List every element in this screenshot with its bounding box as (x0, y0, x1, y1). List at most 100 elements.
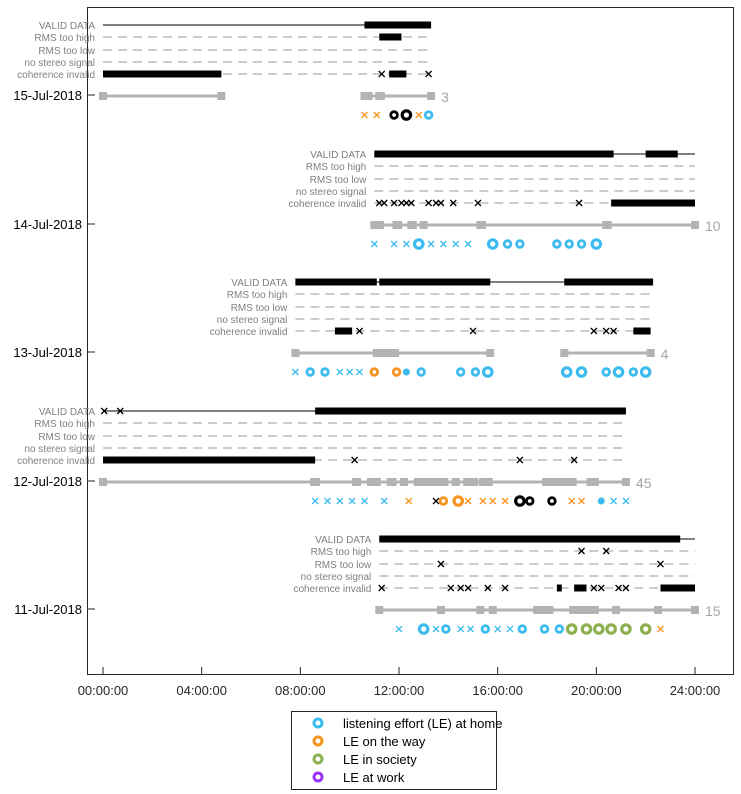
rating-circle-marker (389, 110, 399, 120)
row-label: VALID DATA (39, 21, 95, 32)
session-block (569, 606, 599, 614)
event-x-marker (575, 199, 583, 207)
event-x-marker (425, 70, 433, 78)
session-marker (375, 92, 384, 100)
rating-x-marker (370, 240, 378, 248)
session-marker (380, 349, 389, 357)
rating-x-marker (622, 497, 630, 505)
rating-x-marker (346, 368, 354, 376)
rating-x-marker (464, 240, 472, 248)
row-label: no stereo signal (301, 572, 372, 583)
rating-x-marker (578, 497, 585, 505)
rating-x-marker (356, 368, 363, 376)
event-x-marker (375, 199, 383, 207)
session-count: 3 (441, 89, 449, 105)
event-x-marker (380, 199, 388, 207)
event-x-marker (597, 584, 605, 592)
rating-circle-marker (486, 238, 499, 250)
rating-circle-marker (539, 624, 550, 634)
legend-label-on-the-way: LE on the way (343, 734, 426, 749)
rating-circle-marker (576, 239, 587, 249)
x-axis: 00:00:00 04:00:00 08:00:00 12:00:00 16:00:00… (78, 667, 734, 698)
rating-x-marker (439, 240, 447, 248)
event-x-marker (457, 584, 465, 592)
rating-x-marker (390, 240, 398, 248)
session-marker (372, 349, 381, 357)
event-x-marker (407, 199, 415, 207)
session-marker (488, 606, 497, 614)
dense-segment (103, 70, 222, 78)
session-marker (451, 478, 460, 486)
dense-segment (379, 535, 681, 543)
dense-segment (374, 150, 614, 158)
legend-marker-home (312, 717, 324, 729)
event-x-marker (474, 199, 482, 207)
row-label: RMS too low (315, 560, 372, 571)
rating-x-marker (489, 497, 497, 505)
session-marker (372, 478, 381, 486)
rating-x-marker (568, 497, 576, 505)
date-label: 15-Jul-2018 (13, 88, 82, 103)
row-label: RMS too high (227, 290, 288, 301)
event-x-marker (578, 547, 585, 555)
session-marker (478, 478, 487, 486)
rating-circle-marker (564, 239, 574, 249)
rating-x-marker (427, 240, 435, 248)
row-label: coherence invalid (289, 199, 367, 210)
rating-dot-marker (402, 368, 410, 376)
rating-circle-marker (592, 623, 605, 635)
dense-segment (334, 327, 353, 335)
row-label: no stereo signal (24, 444, 95, 455)
rating-x-marker (395, 625, 403, 633)
rating-x-marker (373, 111, 381, 119)
event-x-marker (464, 584, 472, 592)
rating-dot-marker (597, 497, 605, 505)
event-x-marker (100, 407, 108, 415)
session-marker (399, 478, 408, 486)
session-marker (646, 349, 655, 357)
rating-circle-marker (517, 624, 528, 634)
rating-x-marker (415, 111, 423, 119)
event-x-marker (378, 584, 386, 592)
rating-circle-marker (481, 366, 494, 378)
event-x-marker (378, 70, 386, 78)
session-marker (436, 606, 445, 614)
event-x-marker (570, 456, 578, 464)
session-marker (612, 606, 621, 614)
legend: listening effort (LE) at home LE on the … (291, 711, 502, 790)
session-marker (545, 606, 554, 614)
row-label: RMS too high (34, 419, 95, 430)
session-marker (419, 221, 428, 229)
rating-x-marker (336, 368, 344, 376)
row-label: coherence invalid (17, 456, 95, 467)
rating-circle-marker (369, 367, 380, 377)
x-tick-label: 04:00:00 (176, 683, 227, 698)
session-marker (370, 221, 379, 229)
row-label: no stereo signal (217, 315, 288, 326)
date-label: 13-Jul-2018 (13, 345, 82, 360)
session-marker (691, 606, 699, 614)
rating-circle-marker (580, 623, 593, 635)
event-x-marker (351, 456, 359, 464)
rating-circle-marker (565, 623, 578, 635)
rating-circle-marker (620, 623, 632, 635)
rating-x-marker (405, 497, 413, 505)
rating-x-marker (348, 497, 356, 505)
session-marker (602, 221, 611, 229)
dense-segment (564, 278, 654, 286)
rating-x-marker (457, 625, 465, 633)
rating-x-marker (380, 497, 388, 505)
dense-segment (379, 33, 402, 41)
session-marker (353, 478, 362, 486)
session-block (586, 478, 599, 486)
event-x-marker (437, 199, 445, 207)
row-label: VALID DATA (231, 278, 287, 289)
session-marker (407, 221, 416, 229)
rating-circle-marker (416, 367, 426, 377)
row-label: coherence invalid (17, 70, 95, 81)
